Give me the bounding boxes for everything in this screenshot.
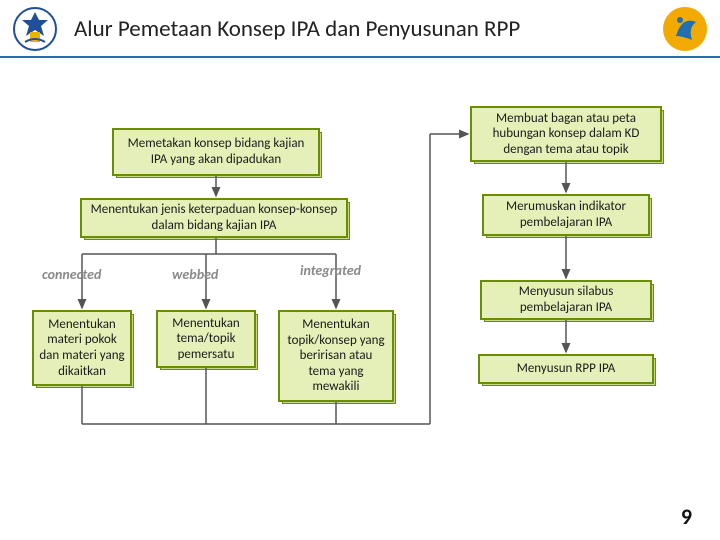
label-connected: connected (42, 266, 101, 283)
page-title: Alur Pemetaan Konsep IPA dan Penyusunan … (68, 15, 652, 43)
page-number: 9 (681, 503, 692, 530)
box-membuat-bagan: Membuat bagan atau peta hubungan konsep … (470, 106, 662, 162)
logo-kurikulum-icon (662, 6, 708, 52)
box-tema-topik: Menentukan tema/topik pemersatu (156, 310, 256, 368)
box-topik-konsep: Menentukan topik/konsep yang beririsan a… (278, 310, 394, 402)
flowchart: Memetakan konsep bidang kajian IPA yang … (0, 58, 720, 508)
box-memetakan: Memetakan konsep bidang kajian IPA yang … (112, 128, 320, 176)
logo-kemdikbud-icon (12, 6, 58, 52)
box-menyusun-rpp: Menyusun RPP IPA (478, 354, 654, 384)
header: Alur Pemetaan Konsep IPA dan Penyusunan … (0, 0, 720, 58)
box-merumuskan-indikator: Merumuskan indikator pembelajaran IPA (482, 194, 650, 236)
label-integrated: integrated (300, 262, 361, 279)
label-webbed: webbed (172, 266, 218, 283)
box-materi-pokok: Menentukan materi pokok dan materi yang … (32, 310, 132, 386)
box-menentukan-jenis: Menentukan jenis keterpaduan konsep-kons… (80, 198, 348, 238)
box-menyusun-silabus: Menyusun silabus pembelajaran IPA (480, 280, 652, 320)
